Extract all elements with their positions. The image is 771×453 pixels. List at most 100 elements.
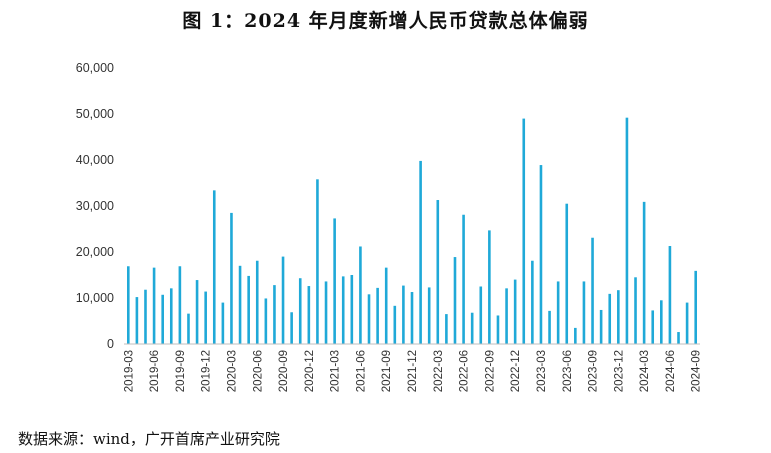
y-tick-label: 60,000 bbox=[76, 61, 114, 75]
bar-2019-11 bbox=[195, 280, 199, 344]
bar-2019-06 bbox=[152, 267, 156, 344]
bar-2024-07 bbox=[677, 332, 680, 344]
bar-2020-06 bbox=[255, 260, 259, 344]
x-tick-label: 2022-12 bbox=[510, 350, 522, 392]
bar-2020-07 bbox=[264, 298, 268, 344]
bar-2021-06 bbox=[359, 246, 362, 344]
bar-2019-07 bbox=[161, 294, 164, 344]
bar-2020-08 bbox=[273, 285, 276, 344]
bar-2020-12 bbox=[307, 286, 311, 344]
bar-2023-12 bbox=[617, 290, 620, 344]
x-tick-label: 2022-09 bbox=[484, 350, 496, 392]
bar-2023-06 bbox=[565, 203, 569, 344]
bar-2024-05 bbox=[660, 300, 663, 344]
y-tick-label: 10,000 bbox=[76, 291, 114, 305]
bar-2022-09 bbox=[488, 230, 491, 344]
bar-2021-12 bbox=[410, 292, 414, 344]
bar-2024-09 bbox=[694, 270, 697, 344]
x-tick-label: 2020-06 bbox=[252, 350, 264, 392]
bar-series bbox=[127, 117, 697, 345]
bar-2024-01 bbox=[625, 117, 629, 345]
y-tick-label: 0 bbox=[107, 337, 114, 351]
x-tick-label: 2023-09 bbox=[588, 350, 600, 392]
x-tick-label: 2020-03 bbox=[226, 350, 238, 392]
bar-2021-04 bbox=[341, 276, 345, 344]
bar-2022-03 bbox=[436, 200, 440, 344]
bar-2022-10 bbox=[496, 315, 500, 344]
bar-2024-03 bbox=[642, 201, 646, 344]
y-tick-label: 50,000 bbox=[76, 107, 114, 121]
x-tick-label: 2020-09 bbox=[278, 350, 290, 392]
bar-2021-02 bbox=[324, 281, 328, 344]
x-tick-label: 2019-09 bbox=[175, 350, 187, 392]
bar-2020-03 bbox=[230, 212, 233, 344]
x-tick-label: 2024-09 bbox=[691, 350, 703, 392]
x-tick-label: 2022-03 bbox=[433, 350, 445, 392]
bar-2023-05 bbox=[556, 281, 560, 344]
bar-2021-03 bbox=[333, 218, 336, 344]
bar-2023-02 bbox=[531, 260, 534, 344]
y-axis: 0 10,000 20,000 30,000 40,000 50,000 60,000 bbox=[76, 61, 114, 351]
bar-2020-10 bbox=[290, 312, 293, 344]
y-tick-label: 40,000 bbox=[76, 153, 114, 167]
source-note: 数据来源：wind，广开首席产业研究院 bbox=[18, 430, 280, 448]
bar-2022-05 bbox=[453, 257, 457, 344]
bar-2020-05 bbox=[247, 275, 250, 344]
bar-2023-04 bbox=[548, 310, 551, 344]
x-tick-label: 2023-06 bbox=[562, 350, 574, 392]
bar-2023-11 bbox=[608, 293, 612, 344]
bar-2023-09 bbox=[591, 237, 594, 344]
x-tick-label: 2021-06 bbox=[355, 350, 367, 392]
bar-2019-04 bbox=[135, 297, 139, 344]
x-tick-label: 2021-03 bbox=[330, 350, 342, 392]
bar-2024-04 bbox=[651, 310, 655, 344]
bar-2020-02 bbox=[221, 302, 225, 344]
bar-2020-09 bbox=[281, 256, 285, 344]
x-tick-label: 2024-06 bbox=[665, 350, 677, 392]
bar-2022-08 bbox=[479, 286, 483, 344]
bar-2021-11 bbox=[402, 285, 405, 344]
bar-2022-06 bbox=[462, 214, 465, 344]
bar-2021-05 bbox=[350, 275, 354, 344]
bar-2019-10 bbox=[187, 313, 190, 344]
bar-2019-08 bbox=[169, 288, 173, 344]
bar-2022-12 bbox=[513, 279, 517, 344]
y-tick-label: 20,000 bbox=[76, 245, 114, 259]
y-tick-label: 30,000 bbox=[76, 199, 114, 213]
bar-2023-08 bbox=[582, 281, 586, 344]
bar-2024-02 bbox=[634, 277, 637, 344]
x-axis: 2019-03 2019-06 2019-09 2019-12 2020-03 2020-… bbox=[123, 350, 702, 392]
x-tick-label: 2020-12 bbox=[304, 350, 316, 392]
x-tick-label: 2019-12 bbox=[201, 350, 213, 392]
bar-2024-08 bbox=[685, 302, 689, 344]
bar-2023-07 bbox=[574, 327, 577, 344]
bar-2022-07 bbox=[470, 312, 474, 344]
x-tick-label: 2021-09 bbox=[381, 350, 393, 392]
bar-2021-09 bbox=[384, 267, 388, 344]
bar-2019-12 bbox=[204, 291, 207, 344]
x-tick-label: 2023-03 bbox=[536, 350, 548, 392]
bar-2019-05 bbox=[144, 289, 147, 344]
bar-2020-11 bbox=[298, 278, 302, 344]
bar-2023-10 bbox=[599, 309, 603, 344]
bar-2021-08 bbox=[376, 287, 379, 344]
bar-2022-02 bbox=[427, 287, 431, 344]
x-tick-label: 2023-12 bbox=[613, 350, 625, 392]
bar-2019-09 bbox=[178, 266, 182, 344]
bar-2024-06 bbox=[668, 246, 672, 344]
x-tick-label: 2019-06 bbox=[149, 350, 161, 392]
bar-2021-10 bbox=[393, 305, 397, 344]
x-tick-label: 2024-03 bbox=[639, 350, 651, 392]
x-tick-label: 2022-06 bbox=[459, 350, 471, 392]
bar-2021-01 bbox=[316, 179, 319, 344]
bar-2020-01 bbox=[212, 190, 216, 344]
x-tick-label: 2021-12 bbox=[407, 350, 419, 392]
bar-2021-07 bbox=[367, 294, 371, 344]
bar-2022-11 bbox=[505, 288, 508, 344]
chart-title: 图 1：2024 年月度新增人民币贷款总体偏弱 bbox=[182, 10, 589, 32]
bar-2020-04 bbox=[238, 265, 242, 344]
bar-2022-04 bbox=[445, 314, 448, 344]
x-tick-label: 2019-03 bbox=[123, 350, 135, 392]
bar-2023-01 bbox=[522, 118, 526, 344]
